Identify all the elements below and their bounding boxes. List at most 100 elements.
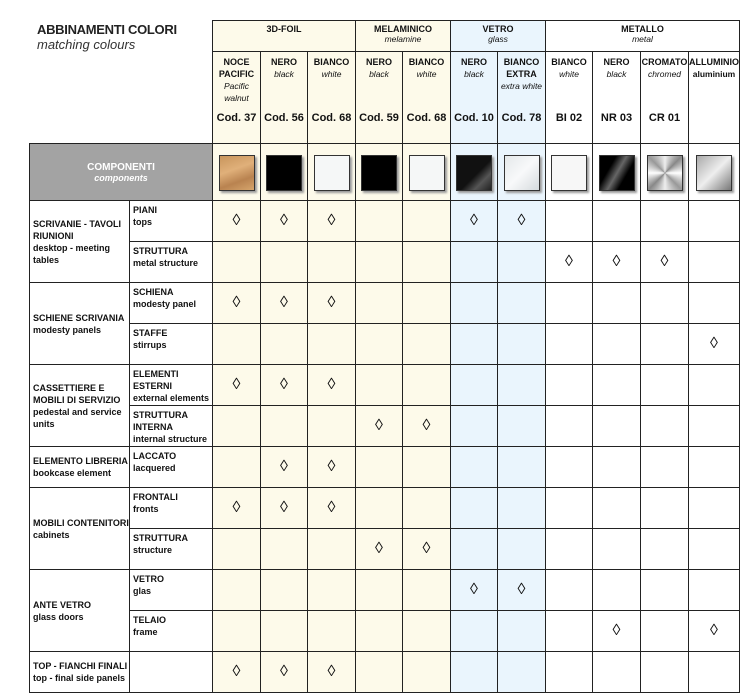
availability-cell <box>545 610 593 652</box>
availability-cell: ◊ <box>592 241 641 283</box>
color-name-english: white <box>416 69 437 79</box>
availability-cell <box>688 200 740 242</box>
diamond-mark-icon: ◊ <box>327 294 336 311</box>
sub-component-name-english: internal structure <box>133 434 208 444</box>
component-group-name-english: pedestal and service units <box>33 406 122 429</box>
sub-component-name-english: external elements <box>133 393 210 403</box>
availability-cell: ◊ <box>450 200 498 242</box>
component-row: STRUTTURA structure ◊ ◊ <box>30 528 740 570</box>
color-name: BIANCO <box>408 57 445 67</box>
sub-component: TELAIO frame <box>129 610 213 652</box>
availability-cell <box>640 323 689 365</box>
color-name: NERO <box>460 57 487 67</box>
component-group: SCHIENE SCRIVANIA modesty panels <box>29 282 130 365</box>
diamond-mark-icon: ◊ <box>612 253 621 270</box>
color-header: BIANCO EXTRA extra white Cod. 78 <box>497 51 546 144</box>
components-label-english: components <box>94 172 148 183</box>
availability-cell: ◊ <box>212 200 261 242</box>
availability-cell <box>497 241 546 283</box>
swatch-cell <box>402 143 451 201</box>
color-swatch <box>361 155 397 191</box>
availability-cell <box>450 610 498 652</box>
color-code: Cod. 78 <box>501 112 542 124</box>
availability-cell <box>355 282 403 324</box>
availability-cell <box>260 241 308 283</box>
availability-cell <box>688 446 740 488</box>
component-group-name: CASSETTIERE E MOBILI DI SERVIZIO <box>33 382 121 405</box>
availability-cell <box>592 569 641 611</box>
diamond-mark-icon: ◊ <box>327 499 336 516</box>
availability-cell: ◊ <box>260 446 308 488</box>
availability-cell: ◊ <box>307 364 356 406</box>
sub-component: FRONTALI fronts <box>129 487 213 529</box>
sub-component: ELEMENTI ESTERNI external elements <box>129 364 213 406</box>
availability-cell <box>355 241 403 283</box>
material-group-header: MELAMINICO melamine <box>355 20 451 52</box>
component-group-name-english: cabinets <box>33 529 70 540</box>
availability-cell <box>450 446 498 488</box>
availability-cell <box>688 241 740 283</box>
component-group-name-english: modesty panels <box>33 324 102 335</box>
color-code: Cod. 59 <box>359 112 399 124</box>
color-code: Cod. 56 <box>264 112 304 124</box>
component-group-name-english: glass doors <box>33 611 84 622</box>
swatch-cell <box>450 143 498 201</box>
availability-cell <box>307 569 356 611</box>
sub-component-name-english: fronts <box>133 504 159 514</box>
diamond-mark-icon: ◊ <box>232 663 241 680</box>
color-name: CROMATO <box>641 57 688 67</box>
sub-component: STRUTTURA metal structure <box>129 241 213 283</box>
availability-cell <box>497 364 546 406</box>
component-row: TELAIO frame ◊ ◊ <box>30 610 740 652</box>
availability-cell: ◊ <box>212 282 261 324</box>
availability-cell <box>688 364 740 406</box>
sub-component <box>129 651 213 693</box>
availability-cell: ◊ <box>640 241 689 283</box>
availability-cell: ◊ <box>355 528 403 570</box>
diamond-mark-icon: ◊ <box>612 622 621 639</box>
color-name: NERO <box>603 57 630 67</box>
sub-component-name: STRUTTURA INTERNA <box>133 410 188 432</box>
availability-cell: ◊ <box>402 405 451 447</box>
availability-cell <box>450 651 498 693</box>
availability-cell: ◊ <box>307 446 356 488</box>
availability-cell <box>212 569 261 611</box>
title-english: matching colours <box>37 37 136 52</box>
availability-cell <box>497 405 546 447</box>
availability-cell <box>640 200 689 242</box>
color-header: NERO black Cod. 10 <box>450 51 498 144</box>
diamond-mark-icon: ◊ <box>517 581 526 598</box>
availability-cell <box>688 651 740 693</box>
component-row: STRUTTURA INTERNA internal structure ◊ ◊ <box>30 405 740 447</box>
availability-cell: ◊ <box>260 364 308 406</box>
diamond-mark-icon: ◊ <box>422 417 431 434</box>
component-row: SCHIENE SCRIVANIA modesty panels SCHIENA mo… <box>29 282 740 365</box>
diamond-mark-icon: ◊ <box>280 294 288 311</box>
color-name-english: Pacific walnut <box>223 81 250 103</box>
components-label: COMPONENTI <box>87 161 155 173</box>
availability-cell <box>355 323 403 365</box>
sub-component-name: FRONTALI <box>133 492 178 502</box>
availability-cell <box>497 651 546 693</box>
component-group-name: MOBILI CONTENITORI <box>33 517 129 528</box>
availability-cell <box>212 528 261 570</box>
component-group-name: ANTE VETRO <box>33 599 92 610</box>
component-row: CASSETTIERE E MOBILI DI SERVIZIO pedestal… <box>29 364 740 447</box>
color-header: BIANCO white Cod. 68 <box>402 51 451 144</box>
component-group-name: SCRIVANIE - TAVOLI RIUNIONI <box>33 218 122 241</box>
sub-component-name: ELEMENTI ESTERNI <box>133 369 179 391</box>
sub-component-name-english: glas <box>133 586 152 596</box>
availability-cell: ◊ <box>260 282 308 324</box>
swatch-cell <box>307 143 356 201</box>
availability-cell <box>355 364 403 406</box>
availability-cell <box>592 487 641 529</box>
group-name-english: melamine <box>384 34 422 44</box>
color-name-english: extra white <box>500 81 543 91</box>
availability-cell <box>640 651 689 693</box>
availability-cell <box>592 651 641 693</box>
component-row: ELEMENTO LIBRERIA bookcase element LACCATO… <box>29 446 740 488</box>
diamond-mark-icon: ◊ <box>710 622 718 639</box>
diamond-mark-icon: ◊ <box>470 212 478 229</box>
color-name: BIANCO EXTRA <box>503 57 540 79</box>
availability-cell: ◊ <box>307 200 356 242</box>
